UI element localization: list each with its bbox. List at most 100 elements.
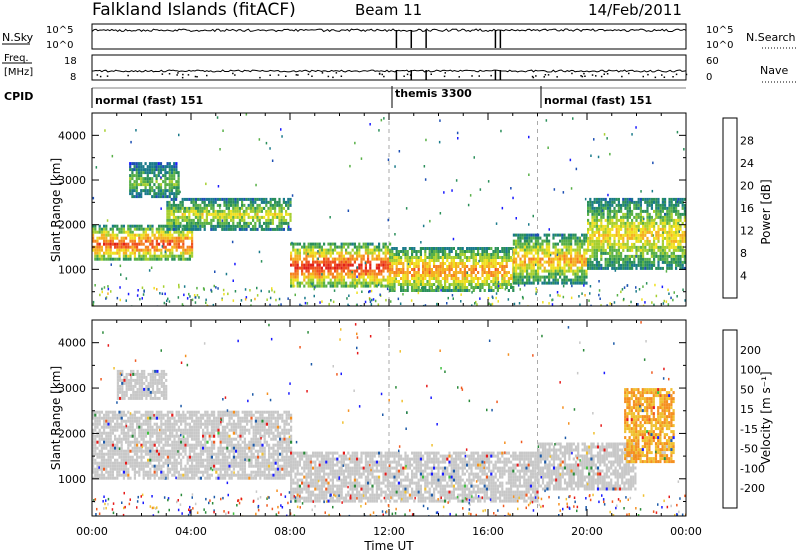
data-cell (644, 239, 647, 243)
data-cell (105, 452, 108, 456)
data-cell (670, 224, 673, 228)
data-cell (312, 275, 315, 279)
data-cell (415, 271, 418, 274)
data-cell (120, 440, 123, 444)
data-cell (177, 171, 180, 175)
data-cell (314, 272, 317, 276)
data-cell (526, 263, 529, 267)
data-cell (120, 419, 123, 423)
data-cell (175, 230, 178, 234)
data-cell (450, 259, 453, 262)
data-cell (519, 245, 522, 249)
data-cell (437, 250, 440, 253)
data-cell (107, 248, 110, 252)
nave-dot (672, 76, 674, 78)
data-cell (461, 247, 464, 250)
data-cell (103, 458, 106, 462)
data-cell (561, 239, 564, 243)
data-cell (118, 227, 121, 231)
data-cell (530, 272, 533, 276)
data-cell (606, 203, 609, 207)
data-cell (171, 422, 174, 426)
data-cell (186, 233, 189, 237)
data-cell (107, 292, 109, 295)
data-cell (609, 215, 612, 219)
data-cell (648, 266, 651, 270)
data-cell (393, 253, 396, 256)
data-cell (100, 461, 103, 465)
data-cell (648, 197, 651, 201)
data-cell (609, 254, 612, 258)
data-cell (545, 245, 548, 249)
data-cell (260, 200, 263, 204)
data-cell (422, 224, 425, 228)
data-cell (433, 283, 436, 286)
data-cell (624, 212, 627, 216)
data-cell (280, 218, 283, 222)
data-cell (526, 251, 529, 255)
data-cell (428, 247, 431, 250)
data-cell (116, 437, 119, 441)
data-cell (96, 470, 99, 474)
data-cell (192, 206, 195, 210)
nave-dot (591, 74, 594, 76)
data-cell (170, 171, 174, 175)
data-cell (166, 171, 169, 175)
data-cell (298, 266, 301, 270)
data-cell (437, 253, 440, 256)
data-cell (147, 224, 150, 228)
data-cell (386, 248, 389, 252)
data-cell (147, 239, 150, 243)
data-cell (657, 233, 660, 237)
data-cell (530, 263, 533, 267)
data-cell (96, 419, 99, 423)
data-cell (609, 242, 612, 246)
data-cell (439, 271, 442, 274)
data-cell (116, 257, 119, 261)
data-cell (552, 260, 555, 264)
data-cell (182, 449, 185, 453)
data-cell (532, 269, 535, 273)
data-cell (589, 257, 592, 261)
data-cell (238, 227, 241, 231)
data-cell (160, 236, 163, 240)
data-cell (309, 251, 312, 255)
data-cell (537, 272, 540, 276)
data-cell (613, 248, 616, 252)
data-cell (642, 304, 645, 306)
data-cell (345, 257, 348, 261)
data-cell (675, 209, 678, 213)
data-cell (290, 284, 293, 288)
data-cell (170, 221, 173, 225)
data-cell (424, 289, 427, 292)
data-cell (461, 283, 464, 286)
data-cell (380, 272, 383, 276)
data-cell (459, 286, 462, 289)
data-cell (441, 268, 444, 271)
data-cell (133, 174, 136, 178)
data-cell (173, 425, 176, 429)
data-cell (329, 251, 332, 255)
data-cell (657, 266, 660, 270)
data-cell (585, 272, 588, 276)
data-cell (574, 260, 577, 264)
data-cell (584, 197, 587, 201)
data-cell (103, 422, 106, 426)
data-cell (186, 227, 189, 231)
data-cell (439, 280, 442, 283)
data-cell (483, 289, 486, 292)
data-cell (280, 203, 283, 207)
data-cell (171, 428, 174, 432)
data-cell (367, 284, 370, 288)
data-cell (613, 257, 616, 261)
data-cell (260, 289, 262, 293)
data-cell (177, 221, 180, 225)
data-cell (620, 263, 623, 267)
data-cell (177, 192, 180, 196)
data-cell (125, 434, 128, 438)
data-cell (103, 286, 106, 289)
data-cell (406, 289, 409, 292)
data-cell (201, 221, 204, 225)
data-cell (578, 242, 581, 246)
data-cell (232, 200, 235, 204)
